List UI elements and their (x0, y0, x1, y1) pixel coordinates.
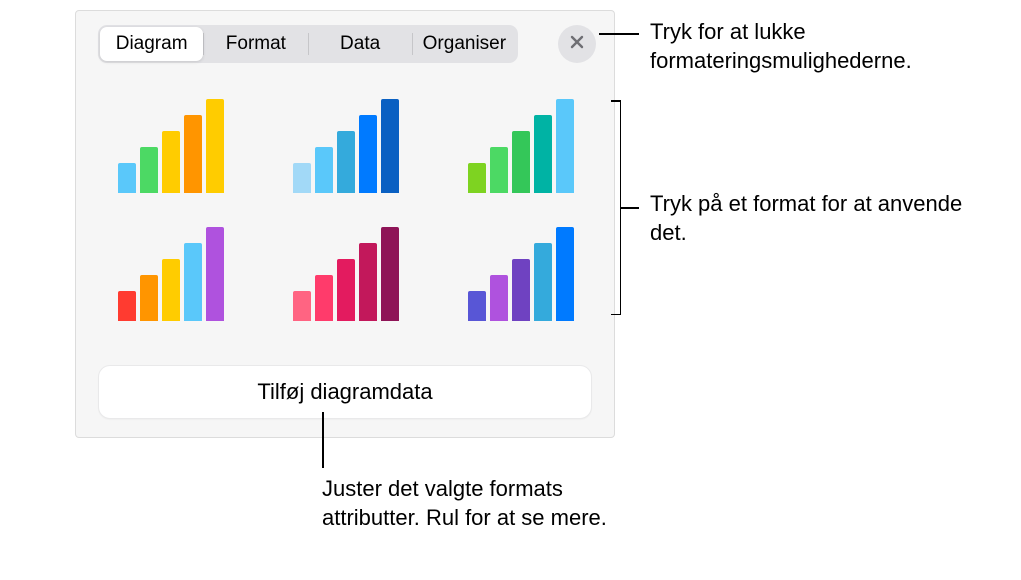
callout-text: Tryk for at lukke formateringsmuligheder… (650, 19, 912, 73)
tab-label: Organiser (423, 33, 506, 55)
tab-label: Diagram (116, 33, 188, 55)
tab-label: Format (226, 33, 286, 55)
tab-format[interactable]: Format (204, 27, 307, 61)
callout-add-data: Juster det valgte formats attributter. R… (322, 475, 622, 532)
style-bar (315, 275, 333, 321)
chart-style-2[interactable] (273, 89, 420, 199)
style-bar (512, 131, 530, 193)
style-bar (184, 243, 202, 321)
style-bar (468, 291, 486, 321)
callout-close: Tryk for at lukke formateringsmuligheder… (650, 18, 1010, 75)
chart-style-6[interactable] (447, 217, 594, 327)
style-bar (534, 115, 552, 193)
style-bar (206, 227, 224, 321)
callout-text: Tryk på et format for at anvende det. (650, 191, 962, 245)
style-bar (359, 115, 377, 193)
style-bar (337, 131, 355, 193)
style-bar (512, 259, 530, 321)
chart-style-1[interactable] (98, 89, 245, 199)
style-bar (293, 291, 311, 321)
callout-leader (322, 412, 324, 468)
style-bar (556, 227, 574, 321)
callout-text: Juster det valgte formats attributter. R… (322, 476, 607, 530)
style-bar (293, 163, 311, 193)
chart-style-3[interactable] (447, 89, 594, 199)
style-bar (118, 163, 136, 193)
style-bar (140, 147, 158, 193)
chart-styles-grid (98, 89, 594, 327)
chart-style-5[interactable] (273, 217, 420, 327)
tab-organiser[interactable]: Organiser (413, 27, 516, 61)
style-bar (162, 131, 180, 193)
add-data-label: Tilføj diagramdata (257, 379, 432, 405)
close-button[interactable] (558, 25, 596, 63)
style-bar (140, 275, 158, 321)
tab-data[interactable]: Data (309, 27, 412, 61)
style-bar (381, 227, 399, 321)
style-bar (118, 291, 136, 321)
style-bar (381, 99, 399, 193)
style-bar (556, 99, 574, 193)
style-bar (534, 243, 552, 321)
style-bar (206, 99, 224, 193)
close-icon (569, 34, 585, 55)
style-bar (315, 147, 333, 193)
chart-style-4[interactable] (98, 217, 245, 327)
style-bar (359, 243, 377, 321)
style-bar (337, 259, 355, 321)
style-bar (490, 275, 508, 321)
format-panel: Diagram Format Data Organiser Tilføj dia… (75, 10, 615, 438)
tab-diagram[interactable]: Diagram (100, 27, 203, 61)
tab-label: Data (340, 33, 380, 55)
tab-bar: Diagram Format Data Organiser (98, 25, 518, 63)
callout-leader (599, 33, 639, 35)
style-bar (468, 163, 486, 193)
style-bar (184, 115, 202, 193)
style-bar (490, 147, 508, 193)
callout-styles: Tryk på et format for at anvende det. (650, 190, 970, 247)
style-bar (162, 259, 180, 321)
callout-leader (621, 207, 639, 209)
add-chart-data-button[interactable]: Tilføj diagramdata (98, 365, 592, 419)
